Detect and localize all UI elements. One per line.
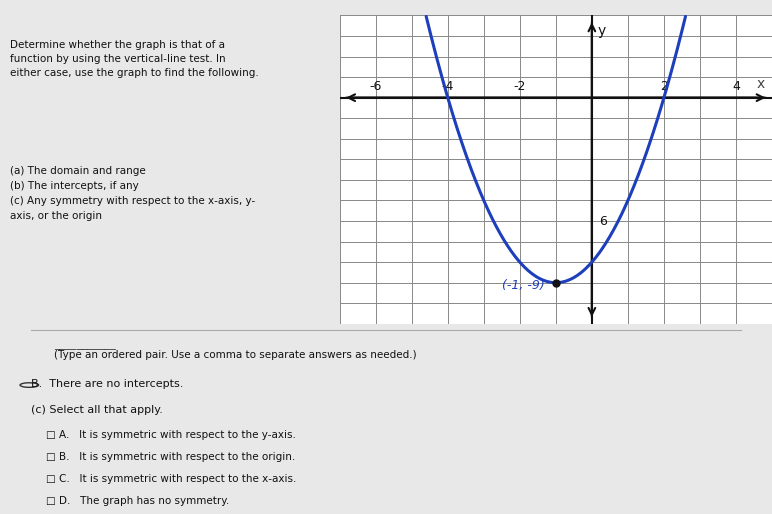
Text: B.  There are no intercepts.: B. There are no intercepts. — [31, 379, 183, 389]
Text: ___________: ___________ — [54, 340, 116, 350]
Text: (c) Select all that apply.: (c) Select all that apply. — [31, 405, 163, 415]
Text: -2: -2 — [513, 80, 526, 93]
Text: 6: 6 — [599, 214, 607, 228]
Text: □ B.   It is symmetric with respect to the origin.: □ B. It is symmetric with respect to the… — [46, 452, 296, 462]
Text: (a) The domain and range
(b) The intercepts, if any
(c) Any symmetry with respec: (a) The domain and range (b) The interce… — [10, 167, 256, 221]
Text: (-1, -9): (-1, -9) — [502, 279, 544, 292]
Text: □ A.   It is symmetric with respect to the y-axis.: □ A. It is symmetric with respect to the… — [46, 430, 296, 440]
Text: x: x — [757, 78, 765, 91]
Text: □ D.   The graph has no symmetry.: □ D. The graph has no symmetry. — [46, 495, 229, 506]
Text: -4: -4 — [442, 80, 454, 93]
Text: 2: 2 — [660, 80, 668, 93]
Text: y: y — [598, 24, 605, 38]
Text: (Type an ordered pair. Use a comma to separate answers as needed.): (Type an ordered pair. Use a comma to se… — [54, 350, 417, 360]
Text: Determine whether the graph is that of a
function by using the vertical-line tes: Determine whether the graph is that of a… — [10, 41, 259, 78]
Text: -6: -6 — [370, 80, 382, 93]
Text: 4: 4 — [732, 80, 740, 93]
Text: □ C.   It is symmetric with respect to the x-axis.: □ C. It is symmetric with respect to the… — [46, 474, 296, 484]
